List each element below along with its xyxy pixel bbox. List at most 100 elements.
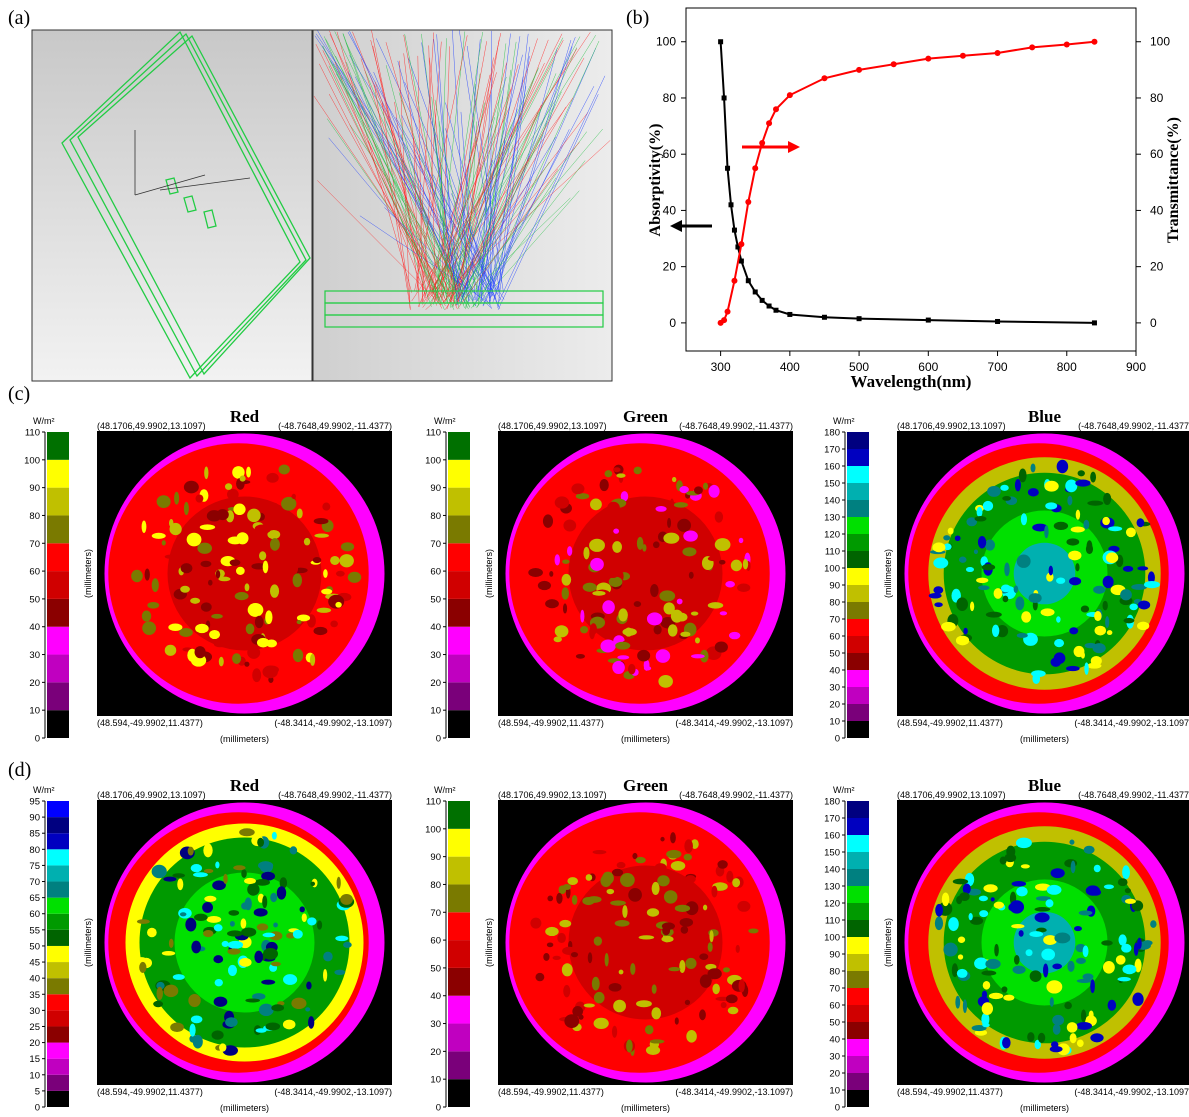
colorbar-tick-label: 130 [824, 513, 840, 524]
map-blob [271, 1004, 285, 1012]
map-blob [151, 532, 166, 539]
map-blob [164, 644, 177, 656]
map-blob [1044, 525, 1049, 539]
map-blob [1103, 884, 1114, 890]
ray [433, 174, 494, 297]
arrow-left [670, 220, 712, 232]
map-blob [183, 501, 189, 516]
map-blob [985, 611, 1002, 618]
map-blob [256, 923, 269, 931]
marker [1029, 44, 1036, 51]
ray [349, 30, 475, 300]
map-blob [702, 482, 709, 490]
map-blob [1143, 580, 1160, 589]
map-blob [1002, 495, 1012, 501]
ray [462, 54, 523, 299]
colorbar-tick-label: 170 [824, 814, 840, 825]
map-blob [1078, 910, 1093, 916]
colorbar-segment [448, 571, 470, 599]
colorbar-tick-label: 0 [35, 1103, 40, 1114]
map-blob [934, 916, 944, 931]
x-axis-label: (millimeters) [1020, 734, 1069, 744]
map-blob [168, 938, 174, 949]
map-blob [186, 532, 202, 547]
map-blob [677, 878, 687, 891]
map-blob [281, 496, 297, 511]
map-blob [979, 910, 989, 918]
map-blob [969, 916, 984, 925]
map-blob [216, 509, 229, 521]
map-blob [607, 572, 618, 579]
map-blob [174, 491, 180, 505]
colorbar-unit: W/m² [833, 785, 855, 795]
map-blob [190, 518, 197, 524]
map-blob [725, 581, 735, 588]
map-region [1013, 542, 1076, 605]
colorbar-segment [47, 833, 69, 850]
map-blob [563, 519, 577, 532]
colorbar-tick-label: 80 [430, 511, 441, 522]
colorbar-tick-label: 80 [29, 845, 40, 856]
map-blob [1083, 519, 1090, 530]
map-blob [622, 628, 637, 636]
map-blob [941, 621, 956, 632]
marker [994, 49, 1001, 56]
map-blob [283, 974, 298, 985]
ray [398, 92, 468, 292]
ray [455, 136, 556, 302]
map-blob [1108, 526, 1123, 532]
y2-tick-label: 80 [1150, 91, 1164, 105]
map-blob [227, 964, 237, 977]
map-blob [313, 518, 329, 525]
map-blob [1066, 1022, 1078, 1033]
map-blob [984, 539, 996, 551]
ray [476, 40, 600, 308]
colorbar-segment [448, 1079, 470, 1107]
map-blob [1014, 478, 1021, 492]
ray [385, 65, 449, 304]
map-blob [172, 974, 185, 980]
map-blob [690, 611, 699, 616]
axes-gizmo [134, 130, 251, 196]
map-blob [686, 1030, 697, 1043]
map-blob [982, 500, 994, 511]
map-blob [562, 559, 570, 564]
map-blob [971, 1024, 987, 1032]
map-blob [1133, 942, 1139, 956]
map-blob [641, 940, 649, 949]
colorbar-segment [47, 1042, 69, 1059]
map-blob [245, 623, 255, 635]
marker [738, 241, 745, 248]
colorbar-segment [448, 801, 470, 829]
colorbar-tick-label: 70 [829, 615, 840, 626]
map-blob [1049, 1045, 1063, 1053]
colorbar-tick-label: 100 [425, 824, 441, 835]
colorbar-tick-label: 160 [824, 462, 840, 473]
map-blob [204, 466, 209, 480]
map-blob [610, 900, 626, 906]
detector-stack [324, 290, 604, 328]
map-blob [1036, 927, 1047, 933]
ray [317, 180, 442, 306]
y-tick-label: 60 [663, 147, 677, 161]
map-blob [151, 578, 159, 593]
map-blob [1021, 611, 1032, 623]
map-blob [1070, 860, 1076, 874]
ray [469, 131, 587, 293]
map-blob [200, 560, 212, 568]
map-blob [237, 480, 251, 485]
colorbar-tick-label: 100 [425, 455, 441, 466]
map-blob [212, 880, 226, 891]
map-blob [941, 892, 950, 907]
marker [759, 297, 765, 303]
map-blob [612, 660, 625, 675]
colorbar-segment [448, 1023, 470, 1052]
ray [460, 111, 476, 300]
map-blob [1000, 584, 1011, 593]
map-blob [1087, 500, 1104, 506]
map-blob [136, 957, 147, 962]
map-blob [131, 569, 143, 583]
map-blob [1056, 459, 1069, 474]
map-blob [262, 560, 269, 574]
map-blob [330, 555, 340, 565]
